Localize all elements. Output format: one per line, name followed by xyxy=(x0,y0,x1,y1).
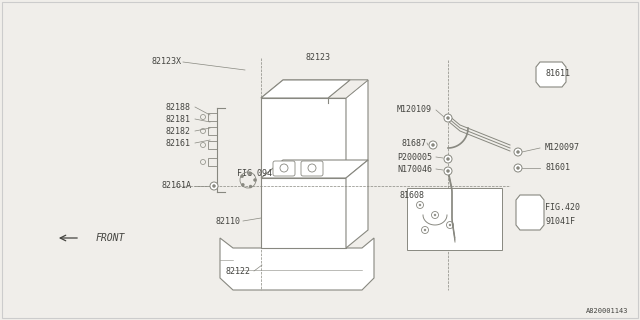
Circle shape xyxy=(449,224,451,226)
Circle shape xyxy=(419,204,421,206)
Text: 91041F: 91041F xyxy=(545,217,575,226)
Circle shape xyxy=(210,182,218,190)
Circle shape xyxy=(424,229,426,231)
Circle shape xyxy=(431,143,435,147)
Circle shape xyxy=(444,167,452,175)
Polygon shape xyxy=(536,62,566,87)
Polygon shape xyxy=(261,80,350,98)
Text: FIG.094: FIG.094 xyxy=(237,169,272,178)
Text: 81601: 81601 xyxy=(545,164,570,172)
Circle shape xyxy=(212,185,216,188)
Circle shape xyxy=(241,175,244,178)
Text: A820001143: A820001143 xyxy=(586,308,628,314)
Circle shape xyxy=(444,114,452,122)
Text: M120097: M120097 xyxy=(545,143,580,153)
Text: 82122: 82122 xyxy=(226,267,251,276)
Circle shape xyxy=(447,157,449,161)
Circle shape xyxy=(447,170,449,172)
Polygon shape xyxy=(220,238,374,290)
Polygon shape xyxy=(261,160,368,178)
Circle shape xyxy=(514,148,522,156)
Text: FRONT: FRONT xyxy=(96,233,125,243)
Circle shape xyxy=(249,185,252,188)
Circle shape xyxy=(514,164,522,172)
Circle shape xyxy=(308,164,316,172)
Text: 82161: 82161 xyxy=(166,139,191,148)
Polygon shape xyxy=(346,160,368,248)
Polygon shape xyxy=(328,80,368,98)
Polygon shape xyxy=(516,195,544,230)
Text: P200005: P200005 xyxy=(397,153,432,162)
Circle shape xyxy=(444,155,452,163)
Circle shape xyxy=(434,214,436,216)
FancyBboxPatch shape xyxy=(301,161,323,176)
Text: 82181: 82181 xyxy=(166,115,191,124)
Text: 81608: 81608 xyxy=(399,191,424,201)
Text: 82123X: 82123X xyxy=(152,58,182,67)
Circle shape xyxy=(280,164,288,172)
Text: 82188: 82188 xyxy=(166,102,191,111)
Text: 82110: 82110 xyxy=(215,217,240,226)
Text: N170046: N170046 xyxy=(397,164,432,173)
Circle shape xyxy=(241,183,244,186)
Text: 82182: 82182 xyxy=(166,126,191,135)
FancyBboxPatch shape xyxy=(273,161,295,176)
Text: 82123: 82123 xyxy=(305,52,330,61)
Circle shape xyxy=(447,116,449,119)
Text: M120109: M120109 xyxy=(397,106,432,115)
Circle shape xyxy=(429,141,437,149)
Text: 81611: 81611 xyxy=(545,68,570,77)
Polygon shape xyxy=(261,80,368,98)
Circle shape xyxy=(516,150,520,154)
Text: 82161A: 82161A xyxy=(161,181,191,190)
Text: 81687: 81687 xyxy=(402,139,427,148)
Circle shape xyxy=(248,172,252,175)
Polygon shape xyxy=(261,178,346,248)
Text: FIG.420: FIG.420 xyxy=(545,204,580,212)
Polygon shape xyxy=(261,98,346,178)
Circle shape xyxy=(253,179,257,181)
Bar xyxy=(407,188,502,250)
Polygon shape xyxy=(346,80,368,178)
Circle shape xyxy=(516,166,520,170)
